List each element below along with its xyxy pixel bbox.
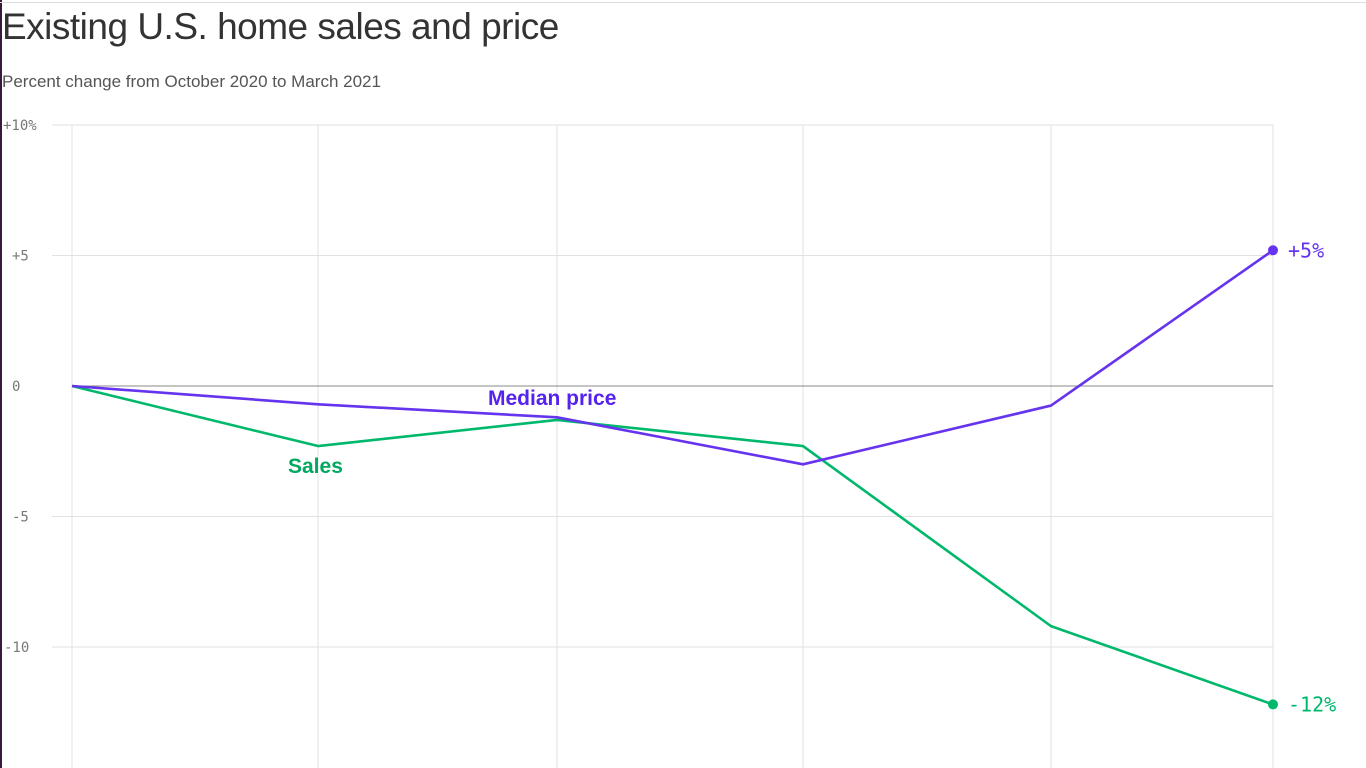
y-tick-label: +10% bbox=[3, 118, 37, 134]
top-divider bbox=[0, 2, 1366, 3]
y-tick-label: 0 bbox=[12, 379, 20, 395]
end-point-marker bbox=[1268, 245, 1278, 256]
y-tick-label: +5 bbox=[12, 249, 29, 265]
end-value-label: +5% bbox=[1288, 238, 1324, 262]
chart-title: Existing U.S. home sales and price bbox=[2, 6, 559, 47]
series-line-sales bbox=[71, 384, 1274, 706]
y-tick-label: -10 bbox=[4, 640, 29, 656]
end-value-label: -12% bbox=[1288, 692, 1336, 716]
left-edge bbox=[0, 0, 2, 768]
y-tick-label: -5 bbox=[12, 510, 29, 526]
series-line-median-price bbox=[71, 249, 1274, 466]
end-point-marker bbox=[1268, 699, 1278, 710]
series-label-sales: Sales bbox=[288, 455, 343, 478]
series-label-median-price: Median price bbox=[488, 387, 616, 410]
chart-subtitle: Percent change from October 2020 to Marc… bbox=[2, 72, 381, 91]
